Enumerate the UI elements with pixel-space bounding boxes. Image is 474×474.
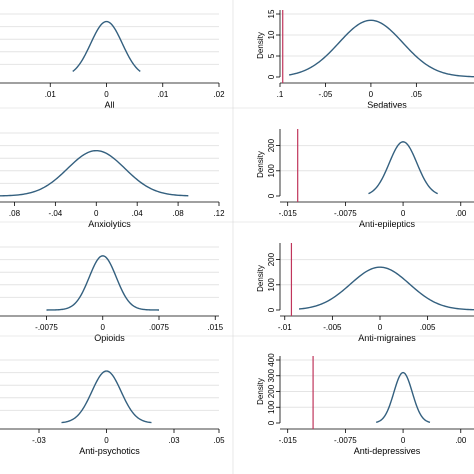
x-tick-label: 0 (101, 323, 106, 332)
x-tick-label: -.0075 (35, 323, 58, 332)
y-tick-label: 300 (267, 369, 276, 383)
x-tick-label: -.05 (319, 90, 333, 99)
density-curve (368, 141, 438, 195)
x-tick-label: .04 (132, 209, 144, 218)
x-tick-label: -.015 (279, 209, 298, 218)
x-axis-label: Anti-migraines (358, 333, 416, 343)
y-tick-label: 100 (267, 278, 276, 292)
x-tick-label: -.0075 (334, 209, 357, 218)
x-tick-label: .05 (411, 90, 423, 99)
x-tick-label: -.01 (278, 323, 292, 332)
panel-7: -.03 0 .03 .05 Anti-psychotics (0, 359, 225, 456)
density-curve (61, 370, 152, 424)
x-tick-label: .1 (277, 90, 284, 99)
y-tick-label: 200 (267, 384, 276, 398)
x-axis-label: Anti-epileptics (359, 219, 416, 229)
x-tick-label: -.04 (48, 209, 62, 218)
density-curve (288, 19, 474, 78)
density-curve (0, 149, 189, 197)
y-tick-label: 100 (267, 164, 276, 178)
y-tick-label: 5 (267, 53, 276, 58)
x-tick-label: .03 (168, 436, 180, 445)
y-tick-label: 15 (267, 9, 276, 18)
x-tick-label: .00 (455, 209, 467, 218)
panel-4: -.015 -.0075 0.00Anti-epileptics0100200Den… (256, 129, 474, 229)
x-tick-label: 0 (369, 90, 374, 99)
x-tick-label: -.015 (279, 436, 298, 445)
x-axis-label: Anti-depressives (354, 446, 421, 456)
y-axis-label: Density (256, 151, 265, 178)
panel-1: .01 0 .01 .02 All (0, 13, 225, 110)
y-axis-label: Density (256, 32, 265, 59)
x-tick-label: 0 (401, 436, 406, 445)
panel-3: .08 -.04 0 .04 .08 .12 Anxiolytics (0, 132, 225, 229)
x-tick-label: .12 (213, 209, 225, 218)
x-tick-label: 0 (378, 323, 383, 332)
x-tick-label: .015 (207, 323, 223, 332)
panel-8: -.015 -.0075 0.00Anti-depressives010020030… (256, 353, 474, 456)
x-tick-label: .05 (213, 436, 225, 445)
y-tick-label: 0 (267, 74, 276, 79)
x-axis-label: Anxiolytics (88, 219, 131, 229)
y-tick-label: 400 (267, 353, 276, 367)
density-curve (72, 20, 141, 72)
density-curve (375, 371, 431, 423)
y-tick-label: 200 (267, 252, 276, 266)
x-tick-label: .08 (173, 209, 185, 218)
y-tick-label: 200 (267, 138, 276, 152)
x-tick-label: .0075 (149, 323, 170, 332)
x-tick-label: 0 (104, 90, 109, 99)
x-tick-label: -.03 (32, 436, 46, 445)
density-curve (298, 266, 474, 311)
x-tick-label: 0 (94, 209, 99, 218)
panel-5: -.0075 0 .0075 .015 Opioids (0, 246, 224, 343)
x-axis-label: All (104, 100, 114, 110)
panel-6: -.01 -.005 0.005Anti-migraines0100200Densi… (256, 243, 474, 343)
x-axis-label: Sedatives (367, 100, 407, 110)
density-curve (46, 255, 159, 311)
x-axis-label: Opioids (94, 333, 125, 343)
y-tick-label: 100 (267, 400, 276, 414)
y-tick-label: 0 (267, 420, 276, 425)
y-axis-label: Density (256, 265, 265, 292)
y-tick-label: 0 (267, 307, 276, 312)
y-tick-label: 0 (267, 193, 276, 198)
x-tick-label: -.0075 (334, 436, 357, 445)
x-tick-label: -.005 (323, 323, 342, 332)
x-tick-label: .02 (213, 90, 225, 99)
x-tick-label: 0 (401, 209, 406, 218)
y-axis-label: Density (256, 378, 265, 405)
x-tick-label: .00 (455, 436, 467, 445)
x-tick-label: .01 (157, 90, 169, 99)
x-tick-label: .01 (45, 90, 57, 99)
x-tick-label: .005 (420, 323, 436, 332)
x-tick-label: .08 (9, 209, 21, 218)
x-axis-label: Anti-psychotics (79, 446, 140, 456)
x-tick-label: 0 (104, 436, 109, 445)
y-tick-label: 10 (267, 30, 276, 39)
